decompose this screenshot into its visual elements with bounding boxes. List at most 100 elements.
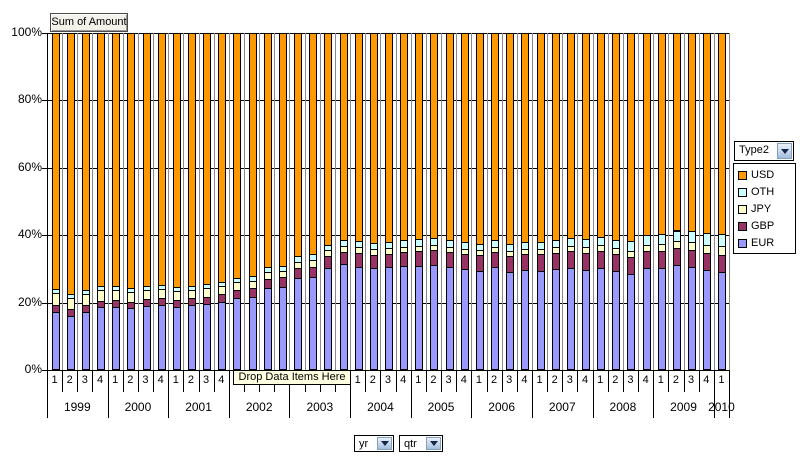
bar-segment-eur <box>294 278 303 370</box>
type2-dropdown-button[interactable] <box>777 143 792 159</box>
bar-segment-usd <box>81 33 90 292</box>
x-axis-quarter-label: 3 <box>506 374 513 386</box>
stacked-bar <box>475 33 484 370</box>
x-axis-separator <box>698 371 700 392</box>
bar-segment-eur <box>157 304 166 370</box>
bar-segment-oth <box>491 240 500 248</box>
bar-segment-gbp <box>203 296 212 305</box>
bar-segment-oth <box>627 241 636 252</box>
x-axis-quarter-label: 2 <box>551 374 558 386</box>
x-axis-separator <box>107 371 109 418</box>
x-axis-separator <box>62 371 64 392</box>
gridline-vertical <box>425 33 427 370</box>
bar-segment-gbp <box>385 253 393 269</box>
x-axis-separator <box>395 371 397 392</box>
bar-segment-oth <box>339 240 348 247</box>
bar-segment-oth <box>642 234 651 246</box>
bar-segment-gbp <box>187 298 196 306</box>
x-axis-year-label: 1999 <box>63 400 91 414</box>
bar-segment-eur <box>627 274 636 370</box>
bar-segment-eur <box>369 268 378 370</box>
drop-data-items-zone[interactable]: Drop Data Items Here <box>233 370 351 385</box>
bar-segment-gbp <box>627 257 636 276</box>
stacked-bar <box>309 33 318 370</box>
bar-segment-oth <box>475 243 484 252</box>
bar-segment-oth <box>385 241 393 250</box>
bar-segment-gbp <box>703 253 712 271</box>
bar-segment-usd <box>672 33 681 232</box>
x-axis-separator <box>47 371 48 418</box>
bar-segment-eur <box>354 266 363 370</box>
qtr-dropdown-button[interactable] <box>426 437 441 450</box>
bar-segment-gbp <box>127 301 136 310</box>
x-axis-quarter-label: 4 <box>400 374 407 386</box>
bar-segment-gbp <box>460 253 469 270</box>
bar-segment-usd <box>112 33 121 288</box>
stacked-bar <box>627 33 636 370</box>
bar-segment-usd <box>142 33 151 288</box>
bar-segment-eur <box>142 305 151 370</box>
x-axis-separator <box>501 371 503 392</box>
yr-dropdown-button[interactable] <box>377 437 392 450</box>
x-axis-year-label: 2006 <box>488 400 515 414</box>
gridline-vertical <box>638 33 640 370</box>
x-axis-separator <box>198 371 200 392</box>
legend-item-oth: OTH <box>738 184 795 201</box>
bar-segment-jpy <box>582 247 591 255</box>
bar-segment-usd <box>430 33 439 239</box>
bar-segment-eur <box>187 304 196 370</box>
stacked-bar <box>460 33 469 370</box>
x-axis-separator <box>592 371 594 418</box>
x-axis-quarter-label: 1 <box>172 374 179 386</box>
gridline-vertical <box>713 33 715 370</box>
bar-segment-gbp <box>172 299 181 308</box>
x-axis-separator <box>228 371 230 418</box>
gridline-vertical <box>168 33 170 370</box>
sum-of-amount-field-button[interactable]: Sum of Amount <box>50 13 128 32</box>
bar-segment-eur <box>339 263 348 370</box>
stacked-bar <box>218 33 227 370</box>
bar-segment-oth <box>521 242 530 251</box>
gridline-vertical <box>516 33 518 370</box>
y-axis-label: 80% <box>17 92 42 107</box>
bar-segment-gbp <box>657 250 666 269</box>
bar-segment-gbp <box>263 279 272 290</box>
gridline-vertical <box>547 33 549 370</box>
bar-segment-gbp <box>294 268 303 280</box>
legend-swatch-usd <box>738 171 747 180</box>
legend-swatch-gbp <box>738 222 747 231</box>
bar-segment-usd <box>536 33 545 243</box>
x-axis-quarter-label: 4 <box>218 374 225 386</box>
bar-segment-usd <box>385 33 393 243</box>
bar-segment-gbp <box>97 300 106 309</box>
axis-field-button-yr[interactable]: yr <box>354 435 394 452</box>
bar-segment-eur <box>324 268 333 370</box>
stacked-bar <box>718 33 727 370</box>
axis-field-button-qtr[interactable]: qtr <box>399 435 443 452</box>
bar-segment-oth <box>445 240 454 248</box>
bar-segment-gbp <box>642 251 651 270</box>
gridline-vertical <box>653 33 655 370</box>
bar-segment-jpy <box>672 241 681 250</box>
y-axis-tick <box>42 33 47 34</box>
gridline-vertical <box>441 33 443 370</box>
legend-field-button-type2[interactable]: Type2 <box>734 141 794 161</box>
bar-segment-jpy <box>66 297 75 311</box>
bar-segment-gbp <box>400 252 409 268</box>
stacked-bar <box>506 33 515 370</box>
gridline-vertical <box>622 33 624 370</box>
bar-segment-usd <box>460 33 469 243</box>
bar-segment-gbp <box>597 251 606 270</box>
gridline-vertical <box>562 33 564 370</box>
stacked-bar <box>97 33 106 370</box>
chevron-down-icon <box>380 441 389 446</box>
bar-segment-gbp <box>475 255 484 272</box>
x-axis-separator <box>562 371 564 392</box>
bar-segment-eur <box>81 311 90 370</box>
x-axis-separator <box>441 371 443 392</box>
bar-segment-eur <box>233 298 242 370</box>
bar-segment-jpy <box>172 291 181 301</box>
bar-segment-gbp <box>324 256 333 270</box>
stacked-bar <box>142 33 151 370</box>
bar-segment-jpy <box>339 246 348 254</box>
